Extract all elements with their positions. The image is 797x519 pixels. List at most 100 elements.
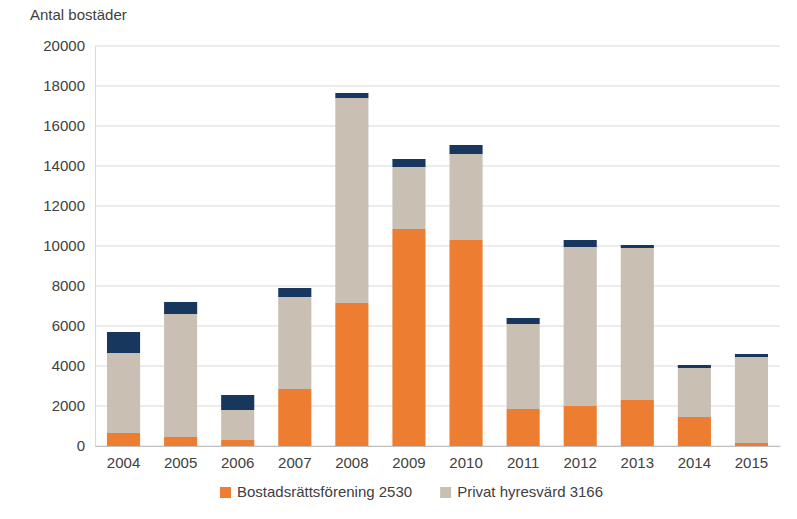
bar: [392, 159, 425, 167]
y-tick-label: 12000: [43, 197, 85, 214]
x-tick-label: 2008: [335, 454, 368, 471]
x-tick: 2008: [335, 446, 368, 471]
y-tick-label: 8000: [52, 277, 85, 294]
bar: [735, 357, 768, 443]
bar: [221, 410, 254, 440]
grid-line: [95, 446, 780, 447]
y-axis-line: [95, 47, 96, 447]
legend: Bostadsrättsförening 2530 Privat hyresvär…: [220, 483, 603, 500]
legend-swatch: [220, 487, 231, 498]
grid-line: [95, 166, 780, 167]
y-tick: 0: [77, 437, 95, 454]
x-tick: 2004: [107, 446, 140, 471]
bar: [392, 229, 425, 446]
y-tick-label: 0: [77, 437, 85, 454]
legend-label: Bostadsrättsförening 2530: [237, 483, 412, 500]
x-tick-label: 2015: [735, 454, 768, 471]
bar: [164, 314, 197, 437]
y-tick: 14000: [43, 157, 95, 174]
y-axis: 0200040006000800010000120001400016000180…: [43, 37, 95, 454]
bar: [164, 437, 197, 446]
x-tick-label: 2007: [278, 454, 311, 471]
bar: [107, 353, 140, 433]
grid-line: [95, 326, 780, 327]
x-tick-label: 2012: [564, 454, 597, 471]
series: [107, 229, 768, 446]
x-tick: 2010: [449, 446, 482, 471]
bar: [678, 365, 711, 368]
x-tick: 2005: [164, 446, 197, 471]
grid-line: [95, 286, 780, 287]
y-axis-title: Antal bostäder: [30, 6, 127, 23]
grid-line: [95, 46, 780, 47]
series: [107, 98, 768, 443]
grid-line: [95, 366, 780, 367]
grid-line: [95, 246, 780, 247]
y-tick-label: 18000: [43, 77, 85, 94]
bar: [278, 288, 311, 297]
bar: [507, 409, 540, 446]
bar: [564, 406, 597, 446]
grid: [95, 46, 780, 446]
grid-line: [95, 126, 780, 127]
x-tick: 2014: [678, 446, 711, 471]
y-tick: 4000: [52, 357, 95, 374]
bar: [449, 240, 482, 446]
x-tick: 2009: [392, 446, 425, 471]
bar: [678, 368, 711, 417]
bar: [621, 248, 654, 400]
grid-line: [95, 206, 780, 207]
bar: [735, 443, 768, 446]
chart: 0200040006000800010000120001400016000180…: [0, 0, 797, 519]
legend-item: Bostadsrättsförening 2530: [220, 483, 412, 500]
x-tick-label: 2006: [221, 454, 254, 471]
y-tick: 10000: [43, 237, 95, 254]
bar: [621, 400, 654, 446]
bar: [107, 332, 140, 353]
x-tick-label: 2005: [164, 454, 197, 471]
bar: [164, 302, 197, 314]
bar: [564, 247, 597, 406]
x-tick: 2006: [221, 446, 254, 471]
x-tick-label: 2010: [449, 454, 482, 471]
legend-swatch: [440, 487, 451, 498]
y-tick: 8000: [52, 277, 95, 294]
x-tick: 2015: [735, 446, 768, 471]
y-tick-label: 4000: [52, 357, 85, 374]
bar: [278, 297, 311, 389]
bar: [449, 145, 482, 154]
y-tick: 12000: [43, 197, 95, 214]
x-tick: 2012: [564, 446, 597, 471]
legend-label: Privat hyresvärd 3166: [457, 483, 603, 500]
x-tick-label: 2013: [621, 454, 654, 471]
legend-item: Privat hyresvärd 3166: [440, 483, 603, 500]
y-tick: 6000: [52, 317, 95, 334]
x-tick: 2011: [507, 446, 539, 471]
bar: [278, 389, 311, 446]
grid-line: [95, 86, 780, 87]
y-tick-label: 2000: [52, 397, 85, 414]
bar: [335, 98, 368, 303]
bar: [335, 303, 368, 446]
x-tick: 2007: [278, 446, 311, 471]
bar: [507, 318, 540, 324]
bar: [221, 440, 254, 446]
bar: [107, 433, 140, 446]
x-tick-label: 2014: [678, 454, 711, 471]
grid-line: [95, 406, 780, 407]
series: [107, 93, 768, 410]
bar: [507, 324, 540, 409]
plot: 0200040006000800010000120001400016000180…: [43, 37, 780, 470]
bar: [735, 354, 768, 357]
bar: [621, 245, 654, 248]
bar: [678, 417, 711, 446]
x-axis: 2004 2005 2006 2007 2008 2009 2010 2011 2012 2013…: [96, 446, 781, 471]
bar: [221, 395, 254, 410]
bar: [449, 154, 482, 240]
bar: [335, 93, 368, 98]
y-tick: 18000: [43, 77, 95, 94]
x-axis-line: [96, 446, 781, 447]
bars: [107, 93, 768, 446]
y-tick: 2000: [52, 397, 95, 414]
bar: [392, 167, 425, 229]
